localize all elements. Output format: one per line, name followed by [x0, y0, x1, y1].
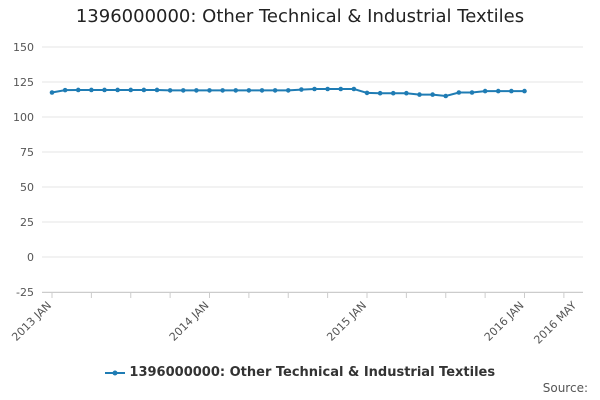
data-point — [377, 90, 383, 96]
y-tick-label: -25 — [16, 286, 34, 299]
y-tick-label: 125 — [13, 76, 34, 89]
x-tick-label: 2015 JAN — [324, 299, 369, 344]
data-point — [469, 90, 475, 95]
data-point — [404, 90, 409, 96]
data-point — [351, 86, 357, 92]
data-point — [364, 90, 370, 96]
source-label[interactable]: Source: — [542, 381, 588, 395]
series-line — [49, 86, 527, 99]
data-point — [482, 88, 488, 94]
data-point — [417, 92, 422, 97]
data-point — [495, 88, 501, 94]
y-tick-label: 100 — [13, 111, 34, 124]
x-axis-ticks: 2013 JAN 2014 JAN 2015 JAN 2016 JAN 2016 MAY — [9, 299, 579, 347]
data-point — [285, 88, 291, 93]
x-tick-label: 2013 JAN — [9, 299, 54, 344]
legend-marker-icon — [104, 370, 125, 375]
legend-label: 1396000000: Other Technical & Industrial… — [129, 365, 496, 380]
data-point — [233, 88, 239, 93]
data-point — [102, 87, 107, 93]
y-tick-label: 0 — [27, 251, 34, 264]
data-point — [272, 88, 278, 93]
data-point — [312, 86, 317, 92]
y-tick-label: 50 — [20, 181, 34, 194]
data-point — [430, 92, 435, 97]
y-tick-label: 25 — [20, 216, 34, 229]
data-point — [509, 88, 514, 94]
data-point — [180, 88, 186, 93]
chart-title: 1396000000: Other Technical & Industrial… — [75, 6, 525, 27]
x-tick-label: 2016 MAY — [531, 299, 579, 347]
data-point — [154, 87, 160, 93]
x-tick-label: 2014 JAN — [167, 299, 212, 344]
gridlines — [42, 46, 583, 293]
data-point — [194, 88, 199, 93]
x-axis — [42, 292, 583, 298]
y-tick-label: 75 — [20, 146, 34, 159]
data-point — [49, 90, 55, 95]
data-point — [246, 88, 252, 93]
data-point — [299, 87, 304, 92]
y-tick-label: 150 — [13, 41, 34, 54]
data-point — [115, 87, 120, 93]
data-point — [456, 90, 462, 95]
data-point — [522, 88, 527, 94]
legend[interactable]: 1396000000: Other Technical & Industrial… — [0, 365, 600, 380]
data-point — [207, 88, 212, 93]
data-point — [325, 86, 330, 92]
data-point — [89, 87, 94, 93]
data-point — [443, 93, 449, 99]
x-tick-label: 2016 JAN — [482, 299, 527, 344]
data-point — [167, 88, 173, 93]
data-point — [75, 87, 81, 93]
data-point — [390, 90, 396, 96]
y-axis-ticks: 150 125 100 75 50 25 0 -25 — [13, 41, 34, 299]
data-point — [338, 86, 344, 92]
data-point — [141, 87, 147, 93]
data-point — [62, 87, 68, 93]
data-point — [259, 88, 265, 93]
data-point — [128, 87, 134, 93]
data-point — [220, 88, 225, 93]
